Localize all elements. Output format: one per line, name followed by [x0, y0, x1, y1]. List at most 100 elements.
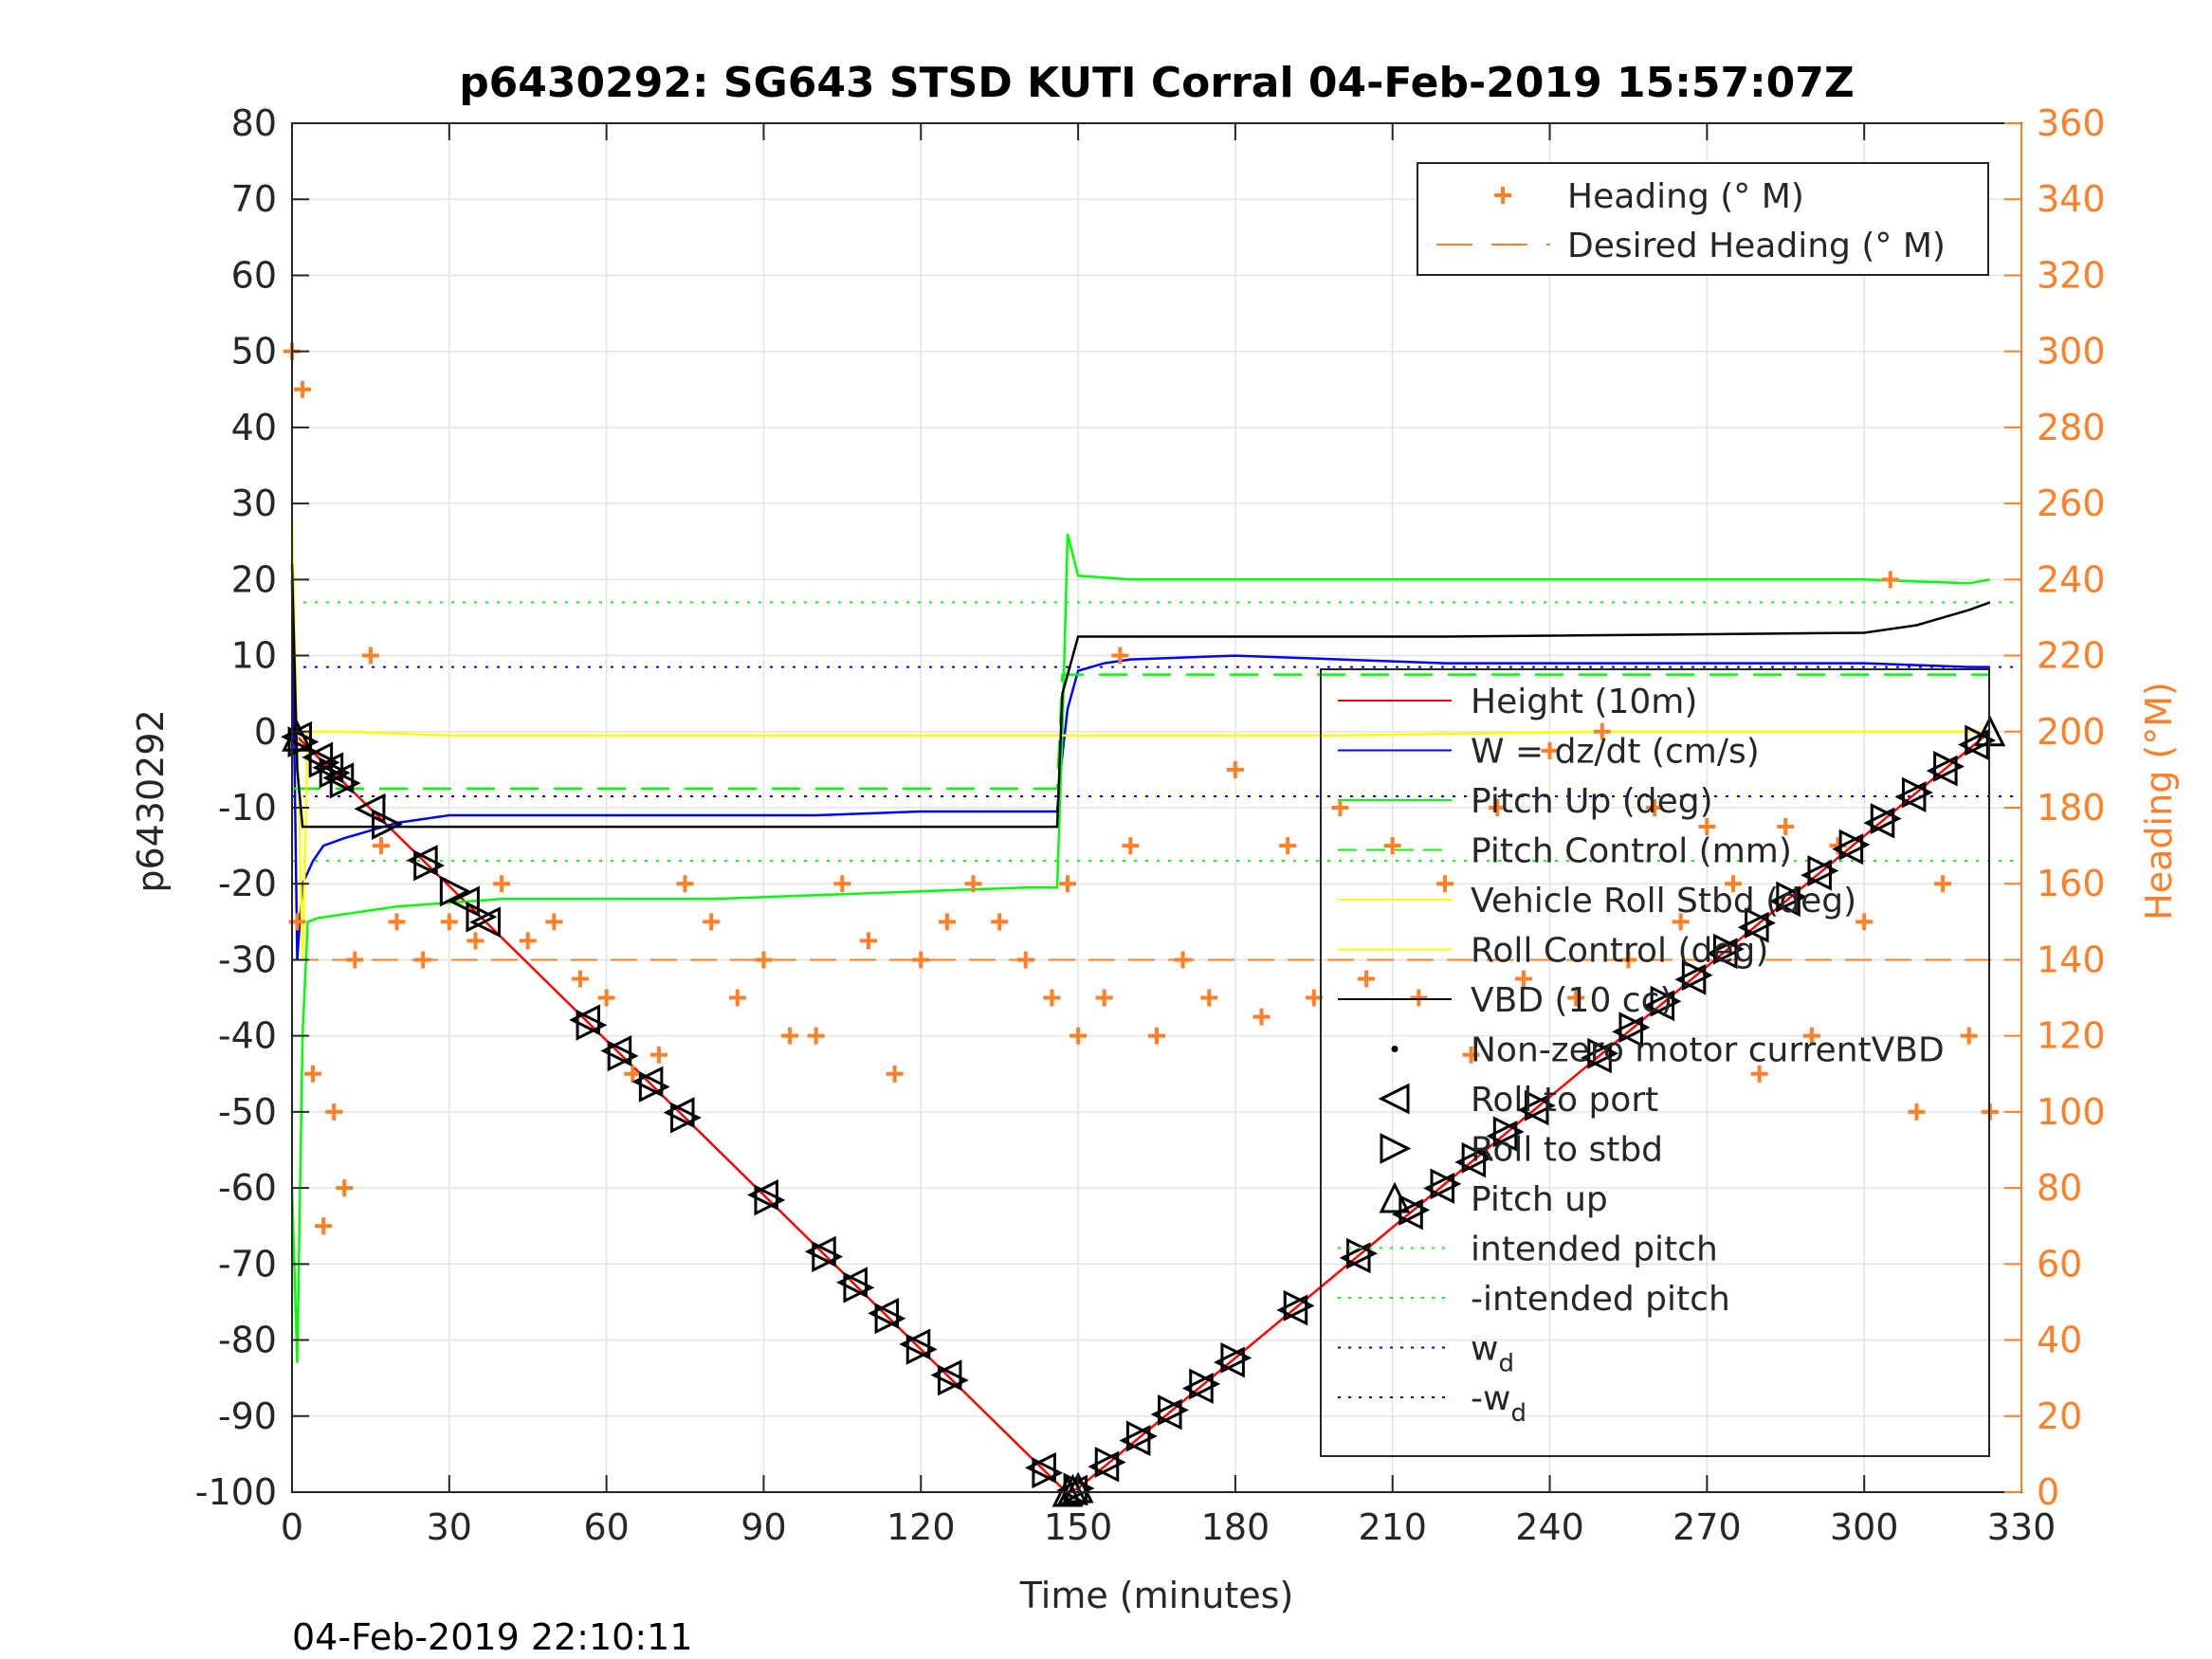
legend-heading-box — [1417, 162, 1989, 276]
heading-point — [1881, 571, 1899, 589]
x-tick-label: 0 — [281, 1506, 303, 1548]
roll-to-port-marker — [663, 1097, 695, 1129]
heading-point — [1059, 875, 1077, 893]
y-tick-label-right: 240 — [2037, 558, 2106, 600]
roll-to-port-marker — [312, 752, 344, 784]
y-tick-label-right: 220 — [2037, 635, 2106, 677]
y-tick-label-left: 0 — [254, 711, 277, 753]
x-tick-label: 30 — [427, 1506, 472, 1548]
roll-to-port-marker — [1643, 990, 1675, 1022]
roll-to-port-marker — [469, 906, 502, 939]
grid-lines — [291, 122, 2022, 1493]
y-tick-label-left: 40 — [231, 407, 277, 448]
heading-point — [807, 1027, 825, 1045]
x-tick-label: 270 — [1673, 1506, 1742, 1548]
legend-label: Pitch Up (deg) — [1471, 782, 1713, 821]
heading-point — [1514, 970, 1532, 988]
y-tick-label-left: 80 — [231, 102, 277, 144]
roll-to-port-marker — [302, 741, 334, 774]
x-tick-label: 330 — [1987, 1506, 2057, 1548]
roll-to-stbd-marker — [754, 1184, 786, 1216]
roll-to-stbd-marker — [937, 1364, 969, 1396]
heading-point — [703, 913, 721, 931]
roll-to-stbd-marker — [329, 767, 361, 799]
x-tick-label: 180 — [1201, 1506, 1271, 1548]
heading-point — [781, 1027, 799, 1045]
y-tick-label-left: -90 — [218, 1395, 277, 1437]
y-tick-label-left: -10 — [218, 787, 277, 829]
heading-point — [1358, 970, 1376, 988]
x-tick-label: 120 — [887, 1506, 956, 1548]
legend-heading-label: Heading (° M) — [1567, 177, 1804, 216]
series-line-2 — [290, 533, 1991, 1363]
y-tick-label-left: -40 — [218, 1015, 277, 1057]
roll-to-port-marker — [1150, 1398, 1182, 1431]
y-tick-label-right: 340 — [2037, 178, 2106, 220]
heading-point — [1148, 1027, 1165, 1045]
heading-point — [1279, 837, 1297, 855]
heading-point — [315, 1217, 333, 1235]
y-tick-label-left: 70 — [231, 178, 277, 220]
roll-to-port-marker — [1832, 833, 1864, 866]
heading-point — [1331, 799, 1349, 816]
heading-point — [649, 1046, 667, 1064]
heading-point — [1750, 1065, 1768, 1083]
heading-point — [728, 989, 746, 1007]
heading-point — [361, 647, 379, 665]
x-tick-label: 90 — [740, 1506, 786, 1548]
y-tick-label-left: -50 — [218, 1091, 277, 1133]
series-line-1 — [290, 579, 1990, 960]
heading-point — [346, 951, 364, 969]
legend-label: intended pitch — [1471, 1231, 1718, 1269]
y-tick-label-right: 140 — [2037, 939, 2106, 980]
roll-to-port-marker — [600, 1035, 632, 1066]
heading-point — [1226, 760, 1244, 778]
pitch-up-marker — [1057, 1473, 1088, 1505]
heading-point — [991, 913, 1009, 931]
roll-to-stbd-marker — [1430, 1168, 1462, 1200]
roll-to-stbd-marker — [670, 1102, 702, 1134]
roll-to-stbd-marker — [371, 809, 403, 840]
legend-label: Roll to port — [1471, 1081, 1658, 1120]
heading-point — [1908, 1103, 1926, 1121]
heading-point — [1777, 818, 1795, 836]
axis-ticks: 0 30 60 90 120 150 180 210 240 270 300 330807060504… — [195, 102, 2106, 1548]
roll-to-stbd-marker — [308, 746, 340, 778]
heading-point — [1960, 1027, 1978, 1045]
roll-to-stbd-marker — [1189, 1368, 1221, 1400]
heading-point — [1200, 989, 1218, 1007]
heading-point — [1856, 913, 1874, 931]
heading-point — [1016, 951, 1034, 969]
heading-point — [1934, 875, 1952, 893]
roll-to-port-marker — [406, 845, 438, 876]
heading-point — [1698, 818, 1716, 836]
heading-point — [964, 875, 982, 893]
heading-point — [519, 932, 537, 950]
y-tick-label-right: 20 — [2037, 1395, 2082, 1437]
y-tick-label-left: 50 — [231, 331, 277, 373]
y-tick-label-right: 300 — [2037, 331, 2106, 373]
footer-timestamp: 04-Feb-2019 22:10:11 — [292, 1616, 693, 1658]
roll-to-stbd-marker — [1712, 933, 1745, 965]
roll-to-port-marker — [1391, 1198, 1423, 1231]
roll-to-port-marker — [1801, 859, 1832, 891]
y-tick-label-right: 200 — [2037, 711, 2106, 753]
heading-point — [1122, 837, 1140, 855]
heading-point — [414, 951, 432, 969]
reference-lines — [292, 601, 2021, 961]
roll-to-stbd-marker — [1283, 1289, 1315, 1322]
heading-point — [938, 913, 956, 931]
roll-to-port-marker — [899, 1328, 931, 1360]
roll-to-port-marker — [747, 1179, 778, 1211]
roll-to-stbd-marker — [319, 757, 351, 789]
roll-to-port-marker — [322, 762, 355, 794]
x-tick-label: 210 — [1358, 1506, 1427, 1548]
roll-to-stbd-marker — [1618, 1012, 1651, 1044]
roll-to-port-marker — [1088, 1450, 1120, 1483]
y-tick-label-right: 60 — [2037, 1243, 2082, 1285]
heading-point — [294, 380, 312, 398]
heading-point — [624, 1065, 642, 1083]
y-tick-label-right: 360 — [2037, 102, 2106, 144]
chart-title: p6430292: SG643 STSD KUTI Corral 04-Feb-… — [459, 59, 1855, 107]
heading-point — [1410, 989, 1428, 1007]
